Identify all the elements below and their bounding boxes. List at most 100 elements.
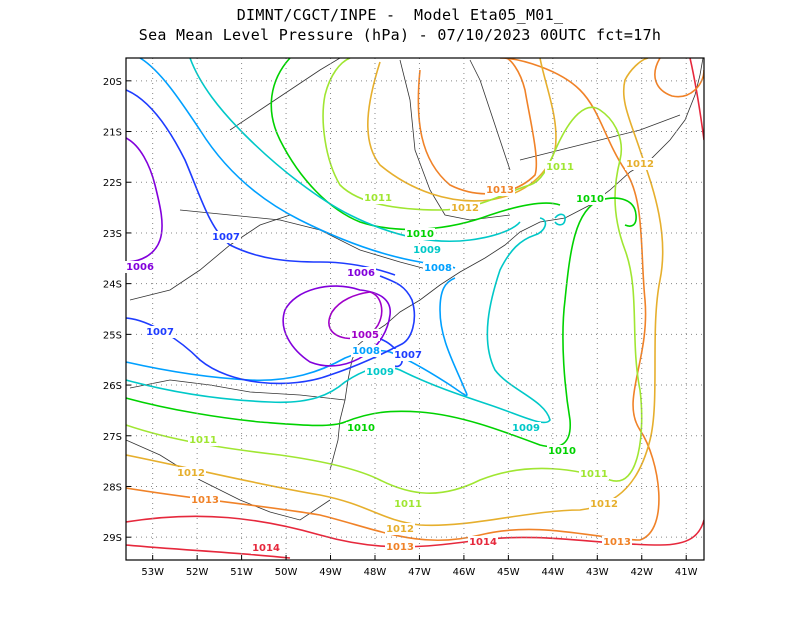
atlantic-coastline bbox=[329, 58, 704, 471]
lat-tick-label: 26S bbox=[103, 381, 122, 392]
isobar-label: 1010 bbox=[548, 446, 576, 457]
isobar-1010-b bbox=[270, 58, 561, 231]
state-border-4 bbox=[399, 59, 511, 221]
isobar-label-bg bbox=[145, 326, 175, 338]
isobar-label-bg bbox=[365, 366, 395, 378]
isobar-label: 1007 bbox=[394, 350, 422, 361]
isobar-label: 1012 bbox=[590, 499, 618, 510]
isobar-label: 1013 bbox=[191, 495, 219, 506]
isobar-1009 bbox=[126, 217, 551, 424]
isobar-label: 1011 bbox=[546, 162, 574, 173]
lon-tick-label: 44W bbox=[542, 567, 565, 578]
map-title-line-2: Sea Mean Level Pressure (hPa) - 07/10/20… bbox=[138, 26, 662, 44]
lon-tick-label: 45W bbox=[497, 567, 520, 578]
isobar-label-bg bbox=[545, 161, 575, 173]
isobar-label-bg bbox=[125, 261, 155, 273]
isobar-label-bg bbox=[511, 422, 541, 434]
map-title-line-1: DIMNT/CGCT/INPE - Model Eta05_M01_ bbox=[236, 6, 564, 24]
isobar-label: 1012 bbox=[386, 524, 414, 535]
lon-tick-label: 53W bbox=[141, 567, 164, 578]
lon-tick-label: 47W bbox=[408, 567, 431, 578]
lon-tick-label: 41W bbox=[675, 567, 698, 578]
isobar-label-bg bbox=[351, 345, 381, 357]
isobar-1009-b bbox=[189, 58, 521, 243]
isobar-labels: 1005 1006 1006 1007 1007 1007 1008 1008 1009 1009… bbox=[125, 158, 655, 554]
isobar-label-bg bbox=[405, 228, 435, 240]
isobar-1007 bbox=[126, 275, 416, 385]
isobar-label-bg bbox=[412, 244, 442, 256]
isobar-label: 1010 bbox=[347, 423, 375, 434]
isobar-label-bg bbox=[625, 158, 655, 170]
isobar-label-bg bbox=[176, 467, 206, 479]
isobar-label: 1011 bbox=[364, 193, 392, 204]
isobar-label-bg bbox=[468, 536, 498, 548]
lat-lon-grid bbox=[126, 58, 704, 560]
state-border-5 bbox=[519, 114, 681, 161]
isobar-label-bg bbox=[363, 192, 393, 204]
isobar-label-bg bbox=[385, 523, 415, 535]
state-border-7 bbox=[469, 59, 511, 171]
isobar-label-bg bbox=[385, 541, 415, 553]
isobar-1013-c bbox=[654, 58, 704, 98]
isobar-label: 1012 bbox=[177, 468, 205, 479]
isobar-1010 bbox=[126, 197, 637, 448]
lat-tick-label: 28S bbox=[103, 482, 122, 493]
isobar-label: 1006 bbox=[347, 268, 375, 279]
isobar-label: 1012 bbox=[451, 203, 479, 214]
isobar-1005 bbox=[328, 291, 383, 340]
isobar-label-bg bbox=[190, 494, 220, 506]
isobar-label-bg bbox=[450, 202, 480, 214]
isobar-1014 bbox=[126, 515, 704, 548]
isobar-label: 1011 bbox=[189, 435, 217, 446]
isobar-label: 1007 bbox=[146, 327, 174, 338]
isobar-1012 bbox=[126, 58, 664, 527]
lat-tick-label: 25S bbox=[103, 330, 122, 341]
lon-tick-label: 50W bbox=[275, 567, 298, 578]
isobar-label: 1012 bbox=[626, 159, 654, 170]
isobar-label-bg bbox=[589, 498, 619, 510]
lat-tick-label: 27S bbox=[103, 432, 122, 443]
isobar-label-bg bbox=[602, 536, 632, 548]
isobar-label: 1008 bbox=[424, 263, 452, 274]
state-border-1 bbox=[129, 379, 346, 401]
isobar-label: 1009 bbox=[512, 423, 540, 434]
isobar-label: 1010 bbox=[406, 229, 434, 240]
lat-tick-label: 23S bbox=[103, 229, 122, 240]
isobar-label: 1013 bbox=[603, 537, 631, 548]
isobar-label-bg bbox=[251, 542, 281, 554]
isobar-label-bg bbox=[579, 468, 609, 480]
isobar-label: 1011 bbox=[394, 499, 422, 510]
isobar-label-bg bbox=[485, 184, 515, 196]
isobar-label: 1008 bbox=[352, 346, 380, 357]
plot-frame bbox=[125, 57, 705, 561]
isobar-label-bg bbox=[346, 267, 376, 279]
lat-tick-label: 29S bbox=[103, 533, 122, 544]
lon-tick-label: 49W bbox=[319, 567, 342, 578]
isobar-label-bg bbox=[423, 262, 453, 274]
isobar-label-bg bbox=[547, 445, 577, 457]
isobar-label-bg bbox=[575, 193, 605, 205]
isobar-label-bg bbox=[393, 498, 423, 510]
longitude-axis: 53W 52W 51W 50W 49W 48W 47W 46W 45W 44W 43W 42W 41W bbox=[141, 555, 698, 578]
isobar-lines bbox=[126, 58, 704, 559]
lat-tick-label: 21S bbox=[103, 128, 122, 139]
isobar-label-bg bbox=[350, 329, 380, 341]
isobar-1014-b bbox=[126, 544, 291, 559]
lat-tick-label: 24S bbox=[103, 280, 122, 291]
isobar-label-bg bbox=[211, 231, 241, 243]
country-border bbox=[126, 439, 331, 521]
lat-tick-label: 20S bbox=[103, 77, 122, 88]
isobar-1013-b bbox=[417, 58, 538, 195]
isobar-1014-c bbox=[689, 58, 704, 141]
isobar-label: 1014 bbox=[469, 537, 497, 548]
isobar-1013 bbox=[126, 58, 660, 542]
lon-tick-label: 43W bbox=[586, 567, 609, 578]
state-border-3 bbox=[229, 58, 341, 131]
isobar-1011 bbox=[126, 58, 643, 494]
isobar-1009-c bbox=[554, 213, 566, 226]
isobar-1006 bbox=[282, 285, 391, 367]
isobar-label: 1009 bbox=[366, 367, 394, 378]
isobar-1006-b bbox=[126, 137, 163, 263]
isobar-label: 1009 bbox=[413, 245, 441, 256]
